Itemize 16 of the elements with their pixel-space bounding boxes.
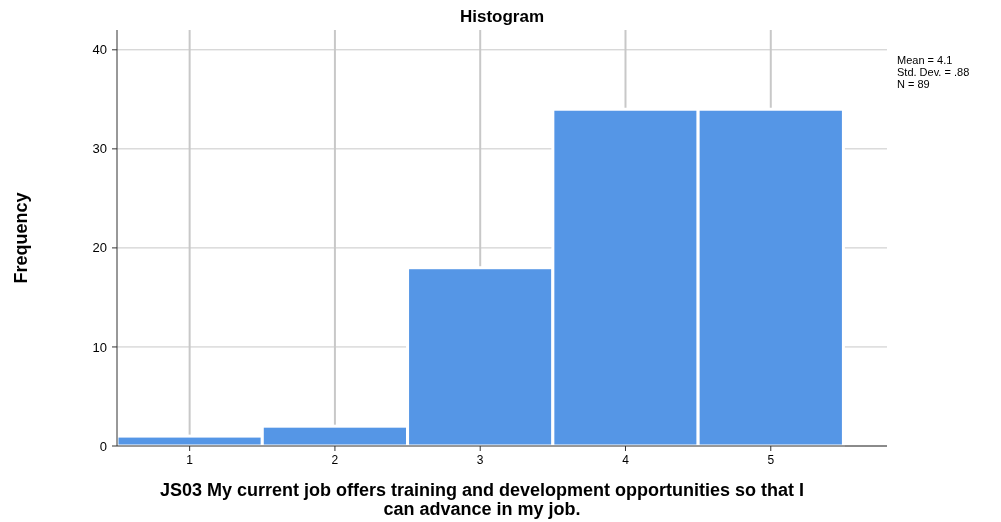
- x-tick-label: 2: [331, 453, 339, 467]
- x-axis-title: JS03 My current job offers training and development opportunities so that I can advance in my job.: [159, 480, 805, 519]
- y-tick-label: 30: [92, 141, 107, 157]
- y-axis-title: Frequency: [11, 192, 31, 284]
- x-tick-label: 1: [186, 453, 194, 467]
- x-tick-label: 3: [476, 453, 484, 467]
- text: N = 89: [897, 78, 930, 90]
- y-tick-label: 10: [92, 339, 107, 355]
- y-tick-label: 40: [92, 42, 107, 58]
- y-tick-label: 20: [92, 240, 107, 256]
- chart-title: Histogram: [459, 7, 545, 26]
- text: Std. Dev. = .88: [897, 66, 970, 78]
- text: Mean = 4.1: [897, 54, 953, 66]
- x-tick-label: 4: [622, 453, 630, 467]
- x-tick-label: 5: [767, 453, 775, 467]
- y-tick-label: 0: [99, 438, 107, 454]
